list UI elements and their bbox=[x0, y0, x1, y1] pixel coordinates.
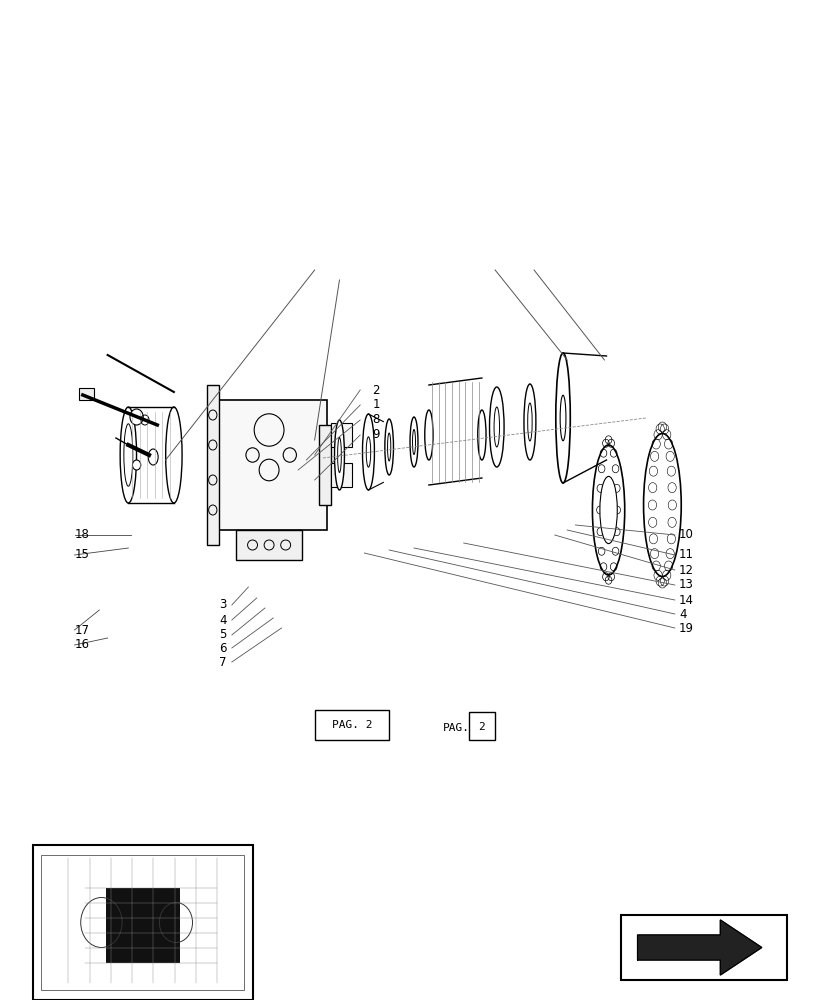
Text: PAG.: PAG. bbox=[442, 723, 470, 733]
Ellipse shape bbox=[489, 387, 504, 467]
Text: 11: 11 bbox=[678, 548, 693, 562]
Bar bbox=[314, 710, 389, 740]
Bar bbox=[79, 388, 93, 400]
Ellipse shape bbox=[362, 414, 374, 490]
Ellipse shape bbox=[334, 420, 344, 490]
Ellipse shape bbox=[592, 445, 624, 575]
Ellipse shape bbox=[559, 395, 566, 441]
Ellipse shape bbox=[477, 410, 485, 460]
Text: 6: 6 bbox=[219, 642, 227, 654]
Bar bbox=[318, 425, 331, 505]
Ellipse shape bbox=[120, 407, 136, 503]
Bar bbox=[33, 845, 252, 1000]
Polygon shape bbox=[637, 920, 761, 975]
Text: 1: 1 bbox=[372, 398, 380, 412]
Text: 19: 19 bbox=[678, 621, 693, 635]
Ellipse shape bbox=[385, 419, 393, 475]
Bar bbox=[331, 423, 351, 447]
Text: 15: 15 bbox=[74, 548, 89, 562]
Bar bbox=[620, 915, 786, 980]
Text: 2: 2 bbox=[478, 722, 485, 732]
Text: 4: 4 bbox=[678, 607, 686, 620]
Ellipse shape bbox=[424, 410, 433, 460]
Ellipse shape bbox=[132, 460, 141, 470]
Text: 7: 7 bbox=[219, 656, 227, 669]
Ellipse shape bbox=[165, 407, 182, 503]
Text: 17: 17 bbox=[74, 624, 89, 637]
Text: 12: 12 bbox=[678, 563, 693, 576]
Ellipse shape bbox=[523, 384, 535, 460]
Text: 2: 2 bbox=[372, 383, 380, 396]
Ellipse shape bbox=[643, 434, 681, 576]
Bar bbox=[236, 530, 302, 560]
Text: 5: 5 bbox=[219, 629, 227, 642]
Ellipse shape bbox=[555, 353, 570, 483]
Text: 18: 18 bbox=[74, 528, 89, 542]
Text: 10: 10 bbox=[678, 528, 693, 542]
Bar bbox=[41, 855, 244, 990]
Bar bbox=[468, 712, 495, 740]
Ellipse shape bbox=[366, 437, 370, 467]
Bar bbox=[207, 385, 219, 545]
Text: PAG. 2: PAG. 2 bbox=[332, 720, 371, 730]
Text: 9: 9 bbox=[372, 428, 380, 442]
Ellipse shape bbox=[130, 409, 143, 425]
Ellipse shape bbox=[409, 417, 418, 467]
Text: 3: 3 bbox=[219, 598, 227, 611]
Ellipse shape bbox=[124, 424, 132, 486]
Ellipse shape bbox=[599, 476, 616, 544]
Text: 16: 16 bbox=[74, 639, 89, 652]
Text: 4: 4 bbox=[219, 613, 227, 626]
Bar bbox=[331, 463, 351, 487]
Text: 8: 8 bbox=[372, 413, 380, 426]
Text: 13: 13 bbox=[678, 578, 693, 591]
Bar bbox=[106, 888, 180, 962]
Text: 14: 14 bbox=[678, 593, 693, 606]
Bar bbox=[211, 400, 327, 530]
